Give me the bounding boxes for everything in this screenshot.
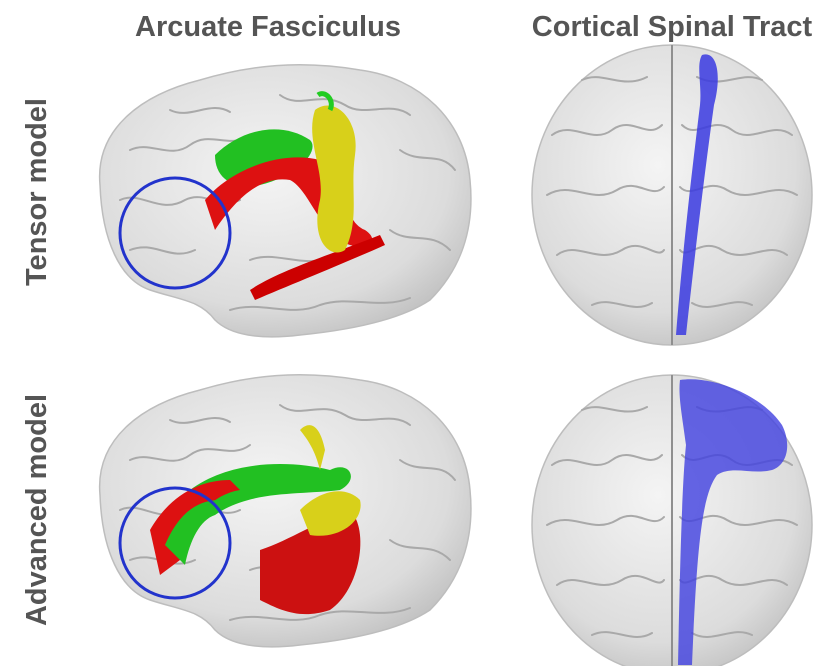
lateral-brain-tensor [100,65,471,337]
coronal-brain-advanced [532,375,812,666]
column-header: Arcuate Fasciculus [135,11,401,43]
column-header: Cortical Spinal Tract [532,11,813,43]
coronal-brain-tensor [532,45,812,345]
figure: Arcuate Fasciculus Cortical Spinal Tract… [0,0,816,666]
lateral-brain-advanced [100,375,471,647]
page: Arcuate Fasciculus Cortical Spinal Tract… [0,0,816,666]
row-label: Advanced model [21,394,53,626]
row-label: Tensor model [21,98,53,286]
